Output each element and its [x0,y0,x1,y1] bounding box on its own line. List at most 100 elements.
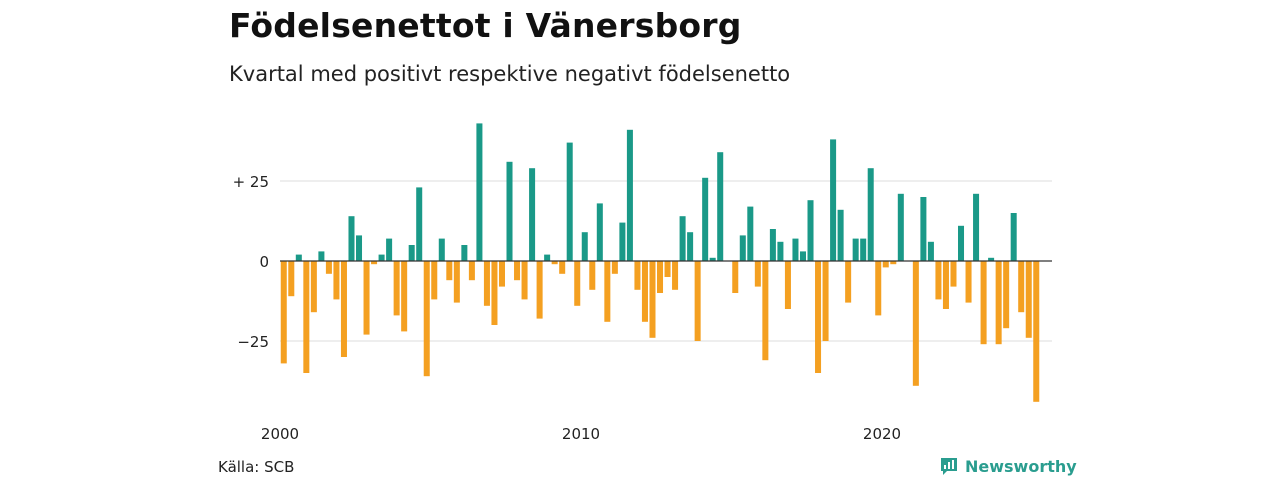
bar-positive [792,238,799,261]
bar-negative [574,261,581,306]
bar-positive [860,238,867,261]
bar-negative [551,261,558,265]
bar-negative [288,261,295,297]
bar-positive [777,241,784,261]
x-tick-label: 2010 [562,425,600,443]
bar-negative [875,261,882,316]
bar-positive [739,235,746,261]
bar-negative [333,261,340,300]
bar-negative [1003,261,1010,329]
bar-negative [822,261,829,341]
bar-negative [536,261,543,319]
bar-positive [717,152,724,261]
bar-positive [927,241,934,261]
bar-positive [544,254,551,261]
bar-positive [408,245,415,261]
bar-negative [310,261,317,313]
bar-positive [348,216,355,261]
chart-title: Födelsenettot i Vänersborg [229,6,742,45]
bar-negative [280,261,287,364]
chart-bubble-icon [941,458,957,475]
bar-positive [461,245,468,261]
bar-positive [619,222,626,261]
axes: + 25 0 −25 2000 2010 2020 [233,173,1052,443]
bar-negative [634,261,641,290]
y-tick-label: −25 [237,333,269,351]
bar-positive [529,168,536,261]
bar-negative [401,261,408,332]
bar-positive [626,129,633,261]
bar-positive [295,254,302,261]
bar-negative [491,261,498,325]
bar-negative [1025,261,1032,338]
bar-positive [807,200,814,261]
bar-negative [423,261,430,377]
bar-positive [973,193,980,261]
y-tick-label: 0 [259,253,269,271]
bar-positive [566,142,573,261]
bar-negative [521,261,528,300]
bar-negative [431,261,438,300]
bar-positive [476,123,483,262]
bar-negative [935,261,942,300]
bar-positive [679,216,686,261]
bar-positive [356,235,363,261]
bar-negative [340,261,347,357]
bar-negative [694,261,701,341]
bar-positive [506,161,513,261]
bar-positive [702,177,709,261]
chart-subtitle: Kvartal med positivt respektive negativt… [229,62,791,86]
bar-negative [657,261,664,293]
bar-negative [363,261,370,335]
bar-negative [995,261,1002,345]
bar-negative [498,261,505,287]
x-tick-label: 2000 [261,425,299,443]
bar-positive [318,251,325,261]
bar-negative [393,261,400,316]
bar-negative [589,261,596,290]
bar-negative [483,261,490,306]
bar-negative [942,261,949,309]
brand-logo: Newsworthy [939,456,1077,476]
bar-negative [882,261,889,268]
bar-positive [378,254,385,261]
bar-negative [845,261,852,303]
bar-negative [604,261,611,322]
bar-negative [325,261,332,274]
bar-negative [446,261,453,281]
bar-negative [912,261,919,386]
bar-negative [641,261,648,322]
bar-negative [784,261,791,309]
bar-negative [611,261,618,274]
bar-negative [468,261,475,281]
bar-negative [1033,261,1040,402]
bar-positive [709,257,716,261]
bar-positive [837,209,844,261]
bar-negative [754,261,761,287]
bar-positive [799,251,806,261]
bar-positive [386,238,393,261]
bar-negative [890,261,897,265]
y-tick-label: + 25 [233,173,269,191]
bar-negative [732,261,739,293]
bar-positive [852,238,859,261]
bar-positive [416,187,423,261]
bar-negative [559,261,566,274]
bar-positive [747,206,754,261]
source-label: Källa: SCB [218,458,295,476]
bar-negative [303,261,310,373]
bar-positive [830,139,837,261]
bar-positive [920,197,927,261]
bar-negative [1018,261,1025,313]
bar-positive [1010,213,1017,261]
bars [280,123,1040,402]
bar-positive [867,168,874,261]
bar-positive [596,203,603,261]
bar-negative [371,261,378,265]
bar-negative [453,261,460,303]
grid-lines [280,180,1052,342]
bar-negative [815,261,822,373]
bar-negative [514,261,521,281]
bar-negative [664,261,671,277]
